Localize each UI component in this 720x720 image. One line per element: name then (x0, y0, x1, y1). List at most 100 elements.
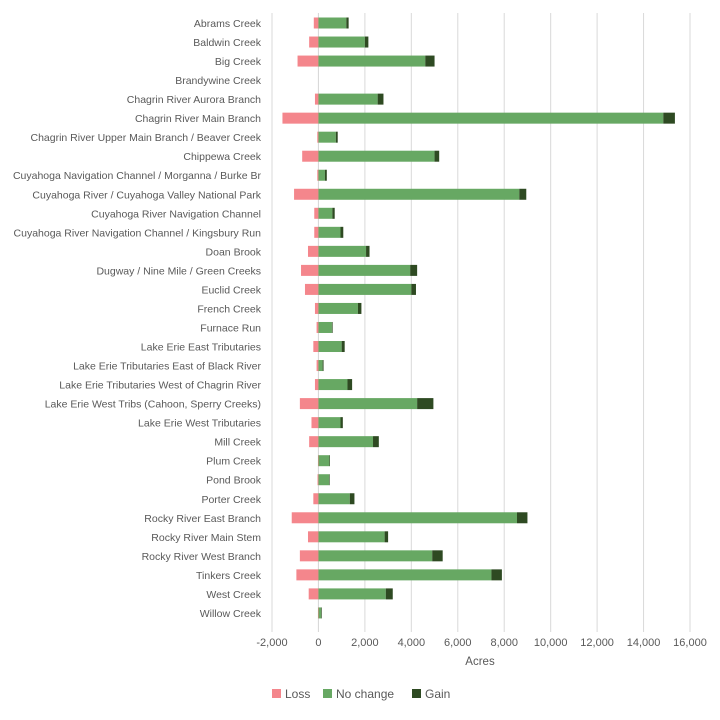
category-label: Lake Erie East Tributaries (141, 342, 261, 354)
category-label: Cuyahoga River Navigation Channel / King… (14, 227, 262, 239)
bar-loss (282, 112, 319, 124)
bar-no-change (318, 112, 664, 124)
bar-no-change (318, 493, 350, 505)
bar-no-change (318, 93, 378, 105)
bar-loss (296, 569, 319, 581)
category-label: Mill Creek (214, 437, 261, 449)
bar-loss (307, 531, 319, 543)
bar-gain (377, 93, 384, 105)
category-label: Rocky River East Branch (144, 513, 261, 525)
bar-loss (317, 169, 319, 181)
x-tick-label: 2,000 (351, 637, 379, 649)
bar-no-change (318, 321, 332, 333)
bar-loss (313, 493, 319, 505)
bar-gain (411, 283, 416, 295)
category-label: Plum Creek (206, 456, 262, 468)
x-tick-label: -2,000 (256, 637, 287, 649)
bar-no-change (318, 302, 358, 314)
bar-gain (366, 245, 370, 257)
x-tick-label: 10,000 (534, 637, 568, 649)
category-label: Chagrin River Aurora Branch (127, 94, 261, 106)
category-label: Rocky River West Branch (142, 551, 262, 563)
category-label: Big Creek (215, 56, 262, 68)
legend-loss-label: Loss (285, 687, 310, 701)
bar-gain (357, 302, 362, 314)
legend-gain-swatch (412, 689, 421, 698)
category-label: Cuyahoga River Navigation Channel (91, 208, 261, 220)
bar-no-change (318, 436, 374, 448)
bar-loss (291, 512, 319, 524)
legend-no-change-swatch (323, 689, 332, 698)
bar-no-change (318, 588, 386, 600)
bar-loss (302, 150, 319, 162)
bar-loss (308, 588, 319, 600)
bar-loss (316, 360, 319, 372)
bar-loss (299, 398, 319, 410)
bar-gain (347, 379, 353, 391)
bar-loss (309, 36, 319, 48)
bar-gain (331, 321, 333, 333)
legend-no-change-label: No change (336, 687, 394, 701)
bar-gain (432, 550, 443, 562)
category-label: Euclid Creek (201, 284, 261, 296)
bar-gain (329, 474, 330, 486)
bar-no-change (318, 55, 426, 67)
category-label: Lake Erie West Tribs (Cahoon, Sperry Cre… (45, 399, 261, 411)
bar-loss (294, 188, 319, 200)
bar-loss (309, 436, 319, 448)
category-label: Cuyahoga Navigation Channel / Morganna /… (13, 170, 262, 182)
bar-gain (663, 112, 675, 124)
category-label: Porter Creek (201, 494, 261, 506)
bar-gain (434, 150, 440, 162)
bar-loss (314, 302, 319, 314)
bar-loss (313, 17, 319, 29)
bar-gain (385, 588, 393, 600)
category-label: Lake Erie Tributaries West of Chagrin Ri… (59, 380, 261, 392)
x-axis-title: Acres (465, 656, 495, 668)
category-label: French Creek (197, 303, 261, 315)
bar-no-change (318, 17, 347, 29)
category-label: Chagrin River Main Branch (135, 113, 261, 125)
bar-no-change (318, 226, 341, 238)
bar-gain (410, 264, 418, 276)
bar-no-change (318, 150, 435, 162)
bar-no-change (318, 207, 333, 219)
category-label: Pond Brook (206, 475, 262, 487)
category-label: Dugway / Nine Mile / Green Creeks (96, 265, 261, 277)
bar-no-change (318, 398, 418, 410)
bar-gain (329, 455, 330, 467)
bar-loss (314, 379, 319, 391)
category-label: Willow Creek (200, 608, 262, 620)
bar-no-change (318, 455, 330, 467)
category-label: Doan Brook (206, 246, 262, 258)
x-tick-label: 0 (315, 637, 321, 649)
bar-loss (307, 245, 319, 257)
bars (282, 17, 675, 619)
bar-no-change (318, 36, 365, 48)
bar-no-change (318, 341, 342, 353)
bar-gain (322, 360, 324, 372)
bar-no-change (318, 550, 433, 562)
bar-loss (317, 131, 319, 143)
bar-no-change (318, 417, 341, 429)
category-label: Rocky River Main Stem (151, 532, 261, 544)
legend-gain-label: Gain (425, 687, 450, 701)
category-label: Furnace Run (200, 322, 261, 334)
bar-loss (314, 226, 319, 238)
bar-loss (316, 321, 319, 333)
bar-gain (332, 207, 335, 219)
bar-no-change (318, 569, 492, 581)
category-label: Chippewa Creek (183, 151, 261, 163)
bar-gain (346, 17, 349, 29)
x-tick-label: 6,000 (444, 637, 472, 649)
category-label: Lake Erie West Tributaries (138, 418, 261, 430)
bar-gain (373, 436, 379, 448)
bar-no-change (318, 169, 325, 181)
bar-loss (314, 93, 319, 105)
legend: Loss No change Gain (272, 687, 450, 701)
bar-loss (314, 207, 319, 219)
bar-loss (301, 264, 319, 276)
bar-no-change (318, 188, 520, 200)
bar-gain (340, 226, 344, 238)
bar-no-change (318, 531, 385, 543)
